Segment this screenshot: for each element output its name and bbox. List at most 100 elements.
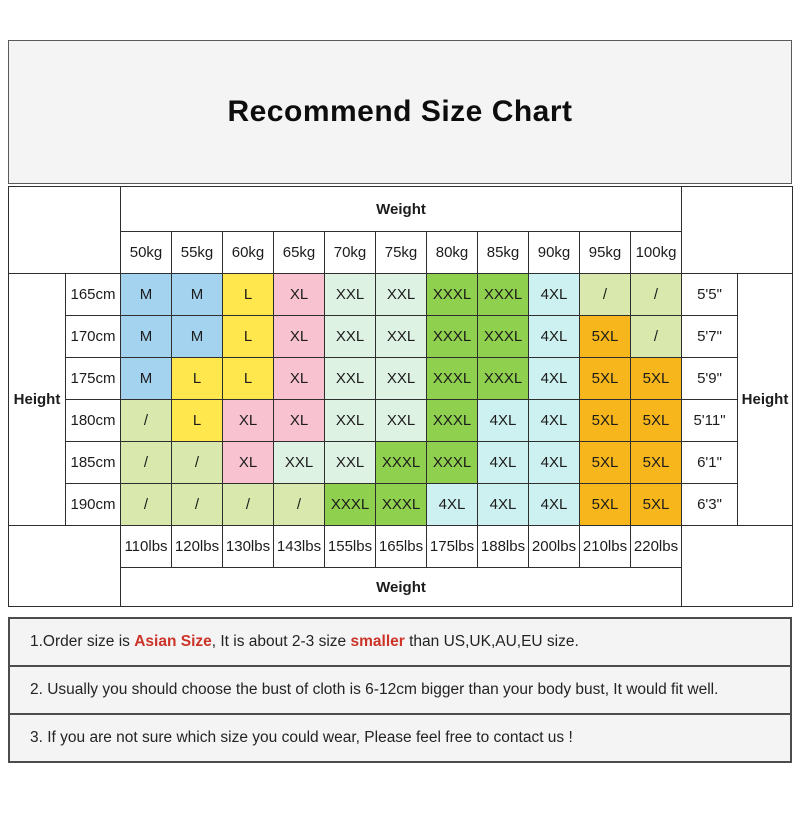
weight-kg-header: 70kg — [324, 231, 376, 274]
size-cell: XXL — [273, 441, 325, 484]
weight-lbs-header: 210lbs — [579, 525, 631, 568]
note-row: 2. Usually you should choose the bust of… — [10, 665, 790, 713]
table-row: Height 165cm M M L XL XXL XXL XXXL XXXL 4XL //5'5" H… — [8, 273, 794, 526]
size-cell: XXL — [375, 357, 427, 400]
size-cell: L — [222, 357, 274, 400]
weight-lbs-header: 143lbs — [273, 525, 325, 568]
size-cell: XXXL — [324, 483, 376, 526]
height-ft-cell: 5'5" — [681, 273, 739, 316]
table-row: 180cm / L XL XL XXL XXL XXXL 4XL 4XL 5XL 5XL 5'11" — [9, 399, 793, 442]
size-cell: M — [120, 315, 172, 358]
weight-kg-header: 75kg — [375, 231, 427, 274]
height-ft-cell: 5'9" — [681, 357, 739, 400]
note-highlight-text: Asian Size — [134, 633, 212, 650]
size-cell: 4XL — [528, 357, 580, 400]
size-cell: XXL — [324, 399, 376, 442]
size-cell: M — [120, 357, 172, 400]
size-cell: 4XL — [477, 441, 529, 484]
table-row: Weight — [8, 186, 794, 274]
weight-kg-header: 95kg — [579, 231, 631, 274]
table-row: 175cm M L L XL XXL XXL XXXL XXXL 4XL 5XL 5XL 5'9" — [9, 357, 793, 400]
size-cell: L — [171, 357, 223, 400]
size-cell: XXXL — [426, 441, 478, 484]
size-cell: 4XL — [477, 483, 529, 526]
corner-bottom-left — [8, 525, 121, 607]
size-cell: 5XL — [579, 399, 631, 442]
size-cell: 5XL — [629, 441, 683, 484]
weight-lbs-header: 120lbs — [171, 525, 223, 568]
size-cell: XXL — [324, 441, 376, 484]
size-cell: 4XL — [528, 399, 580, 442]
height-cm-cell: 170cm — [65, 315, 121, 358]
size-cell: 4XL — [528, 483, 580, 526]
size-cell: XXL — [375, 399, 427, 442]
weight-lbs-header: 155lbs — [324, 525, 376, 568]
size-cell: XXL — [324, 315, 376, 358]
size-cell: XL — [273, 399, 325, 442]
size-cell: / — [120, 399, 172, 442]
note-highlight-text: smaller — [350, 633, 405, 650]
size-cell: XXL — [375, 315, 427, 358]
weight-kg-header: 85kg — [477, 231, 529, 274]
size-cell: XXXL — [375, 441, 427, 484]
page-title: Recommend Size Chart — [227, 95, 573, 128]
size-cell: XL — [273, 357, 325, 400]
size-cell: L — [222, 315, 274, 358]
size-cell: 5XL — [579, 483, 631, 526]
weight-lbs-header: 165lbs — [375, 525, 427, 568]
size-cell: L — [222, 273, 274, 316]
size-cell: 5XL — [579, 357, 631, 400]
weight-axis-label-top: Weight — [119, 186, 683, 232]
size-cell: 4XL — [528, 273, 580, 316]
size-cell: 5XL — [579, 441, 631, 484]
height-cm-cell: 185cm — [65, 441, 121, 484]
size-cell: XXXL — [477, 357, 529, 400]
size-cell: / — [629, 273, 683, 316]
size-cell: / — [222, 483, 274, 526]
size-cell: XXL — [375, 273, 427, 316]
table-row: 190cm / / / / XXXL XXXL 4XL 4XL 4XL 5XL 5XL 6'3" — [9, 483, 793, 526]
height-cm-cell: 190cm — [65, 483, 121, 526]
table-row: 50kg 55kg 60kg 65kg 70kg 75kg 80kg 85kg 90kg 95kg… — [9, 231, 793, 274]
note-text: 3. If you are not sure which size you co… — [30, 729, 573, 746]
size-cell: XXL — [324, 357, 376, 400]
size-cell: L — [171, 399, 223, 442]
size-cell: XXXL — [426, 273, 478, 316]
corner-top-right — [681, 186, 794, 274]
size-chart-table: Weight 50kg 55kg 60kg 65kg 70kg 75kg 80kg 85kg 90… — [8, 186, 794, 607]
note-row: 3. If you are not sure which size you co… — [10, 713, 790, 761]
weight-kg-header: 100kg — [629, 231, 683, 274]
height-axis-label-left: Height — [8, 273, 66, 526]
height-cm-cell: 165cm — [65, 273, 121, 316]
size-cell: XL — [273, 273, 325, 316]
size-cell: M — [171, 273, 223, 316]
weight-kg-header: 50kg — [120, 231, 172, 274]
size-cell: / — [120, 441, 172, 484]
size-cell: XL — [273, 315, 325, 358]
table-row: 185cm / / XL XXL XXL XXXL XXXL 4XL 4XL 5XL 5XL 6'1" — [9, 441, 793, 484]
size-cell: XXXL — [426, 315, 478, 358]
size-cell: 4XL — [426, 483, 478, 526]
weight-lbs-header: 175lbs — [426, 525, 478, 568]
size-cell: XXXL — [477, 315, 529, 358]
weight-kg-header: 60kg — [222, 231, 274, 274]
height-ft-cell: 5'7" — [681, 315, 739, 358]
size-cell: 5XL — [579, 315, 631, 358]
note-text: than US,UK,AU,EU size. — [404, 633, 579, 650]
note-text: 1.Order size is — [30, 633, 135, 650]
height-cm-cell: 175cm — [65, 357, 121, 400]
height-ft-cell: 6'1" — [681, 441, 739, 484]
table-row: 110lbs 120lbs 130lbs 143lbs 155lbs 165lbs 175l… — [8, 525, 794, 607]
size-cell: 5XL — [629, 483, 683, 526]
weight-lbs-header: 130lbs — [222, 525, 274, 568]
size-cell: / — [171, 441, 223, 484]
title-box: Recommend Size Chart — [8, 40, 792, 184]
size-cell: XXL — [324, 273, 376, 316]
height-ft-cell: 6'3" — [681, 483, 739, 526]
size-cell: XXXL — [426, 357, 478, 400]
weight-kg-header: 65kg — [273, 231, 325, 274]
size-cell: / — [171, 483, 223, 526]
size-cell: 5XL — [629, 357, 683, 400]
weight-lbs-header: 220lbs — [629, 525, 683, 568]
size-cell: / — [629, 315, 683, 358]
